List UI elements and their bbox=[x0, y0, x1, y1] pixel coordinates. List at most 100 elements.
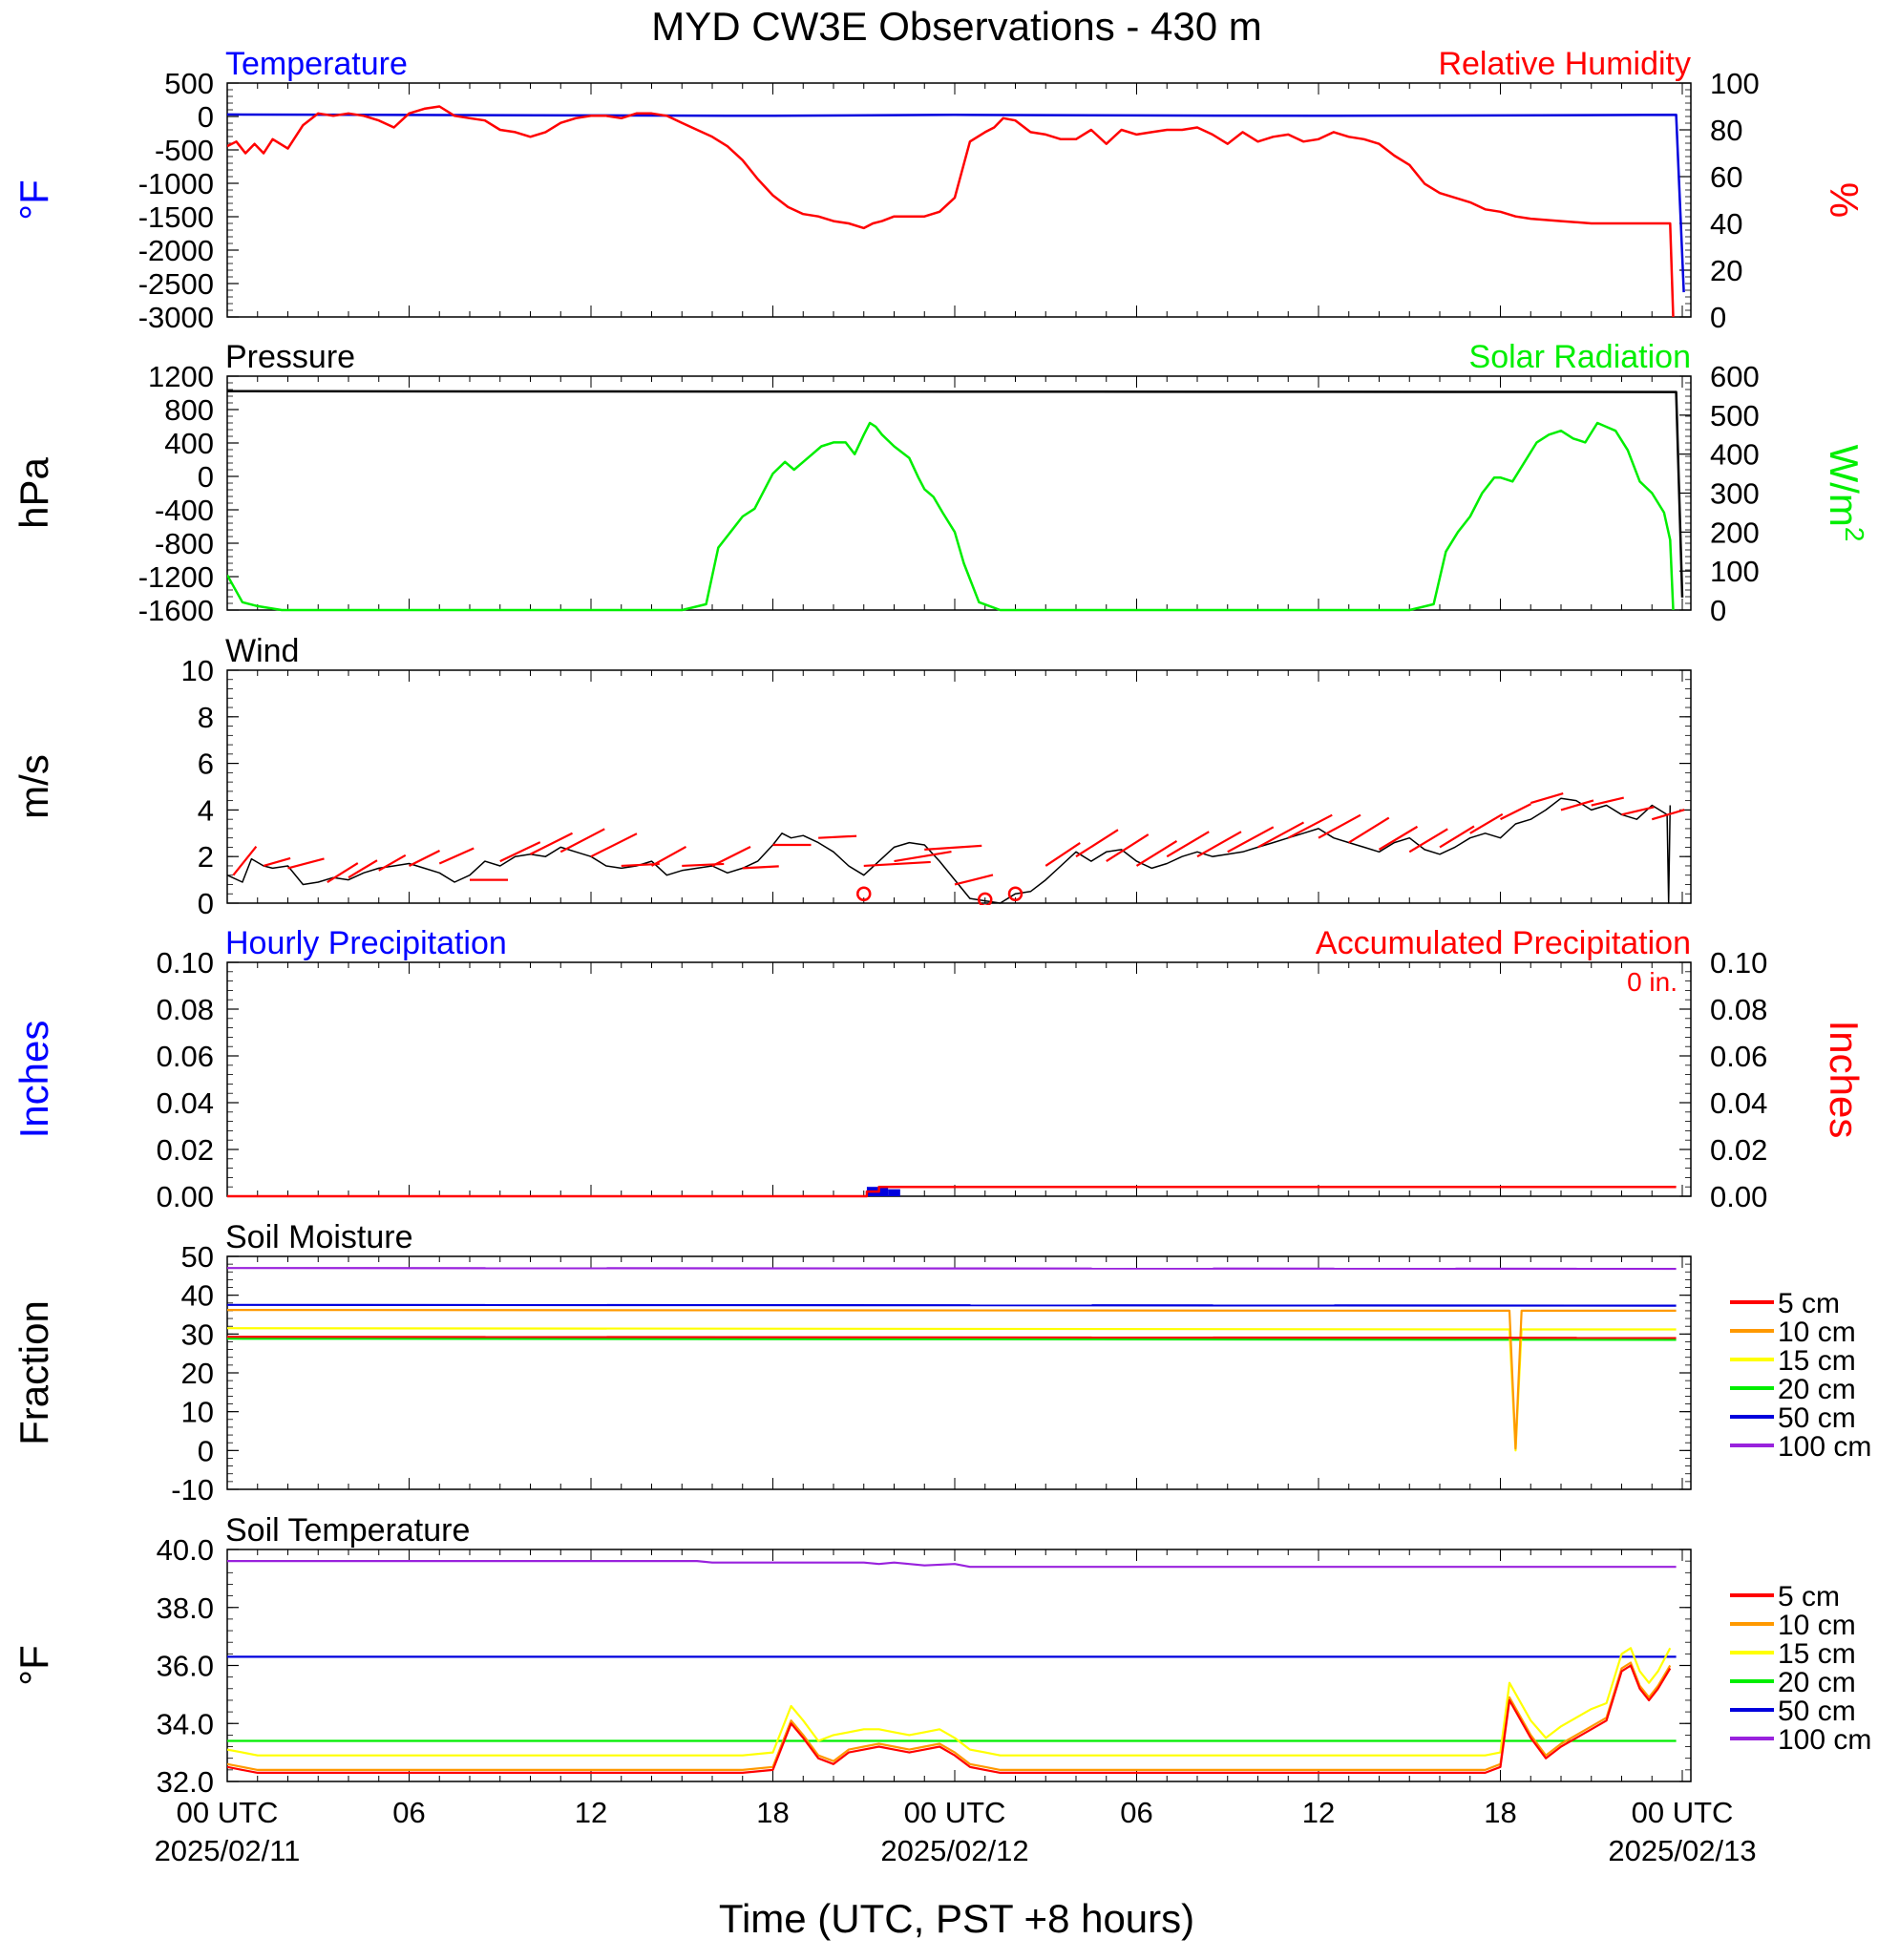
calm-wind-marker bbox=[1007, 886, 1023, 901]
wind-barb bbox=[1469, 812, 1504, 834]
wind-barb bbox=[1256, 821, 1305, 849]
wind-barb bbox=[559, 828, 605, 854]
x-axis-label: Time (UTC, PST +8 hours) bbox=[719, 1896, 1194, 1941]
y-tick-label-left: 8 bbox=[198, 701, 214, 734]
y-axis-label-left: °F bbox=[11, 179, 56, 220]
wind-barb bbox=[954, 874, 994, 886]
y-tick-label-left: -2000 bbox=[138, 234, 214, 267]
panel-wind: 10 8 6 4 2 0 Wind m/s bbox=[11, 633, 1692, 920]
series-line-100-cm bbox=[227, 1559, 1677, 1569]
y-tick-label-right: 60 bbox=[1710, 160, 1742, 194]
x-date-label: 2025/02/12 bbox=[880, 1834, 1028, 1867]
wind-barb bbox=[894, 850, 952, 863]
wind-barb bbox=[1348, 816, 1390, 844]
legend-label: 15 cm bbox=[1778, 1345, 1856, 1377]
y-tick-label-right: 0.08 bbox=[1710, 993, 1767, 1026]
wind-barb bbox=[1439, 825, 1475, 849]
y-tick-label-left: 30 bbox=[181, 1317, 214, 1351]
legend-label: 50 cm bbox=[1778, 1402, 1856, 1434]
y-tick-label-left: 34.0 bbox=[157, 1707, 214, 1740]
y-tick-label-left: 38.0 bbox=[157, 1591, 214, 1625]
y-axis-label-right-text: Inches bbox=[1822, 1021, 1867, 1139]
wind-barb bbox=[1500, 803, 1531, 821]
wind-barb bbox=[863, 860, 931, 868]
y-tick-label-right: 0.00 bbox=[1710, 1180, 1767, 1213]
panel-soil_temp: 40.0 38.0 36.0 34.0 32.0 Soil Temperature °F bbox=[11, 1512, 1692, 1799]
x-tick-label: 18 bbox=[756, 1796, 789, 1829]
wind-barb bbox=[1408, 828, 1448, 854]
x-tick-label: 12 bbox=[575, 1796, 607, 1829]
y-axis-label-right: % bbox=[1822, 182, 1867, 218]
y-tick-label-right: 400 bbox=[1710, 438, 1760, 472]
y-tick-label-left: 0 bbox=[198, 1434, 214, 1467]
x-tick-label: 00 UTC bbox=[1632, 1796, 1734, 1829]
x-tick-label: 00 UTC bbox=[177, 1796, 279, 1829]
x-tick-label: 18 bbox=[1484, 1796, 1516, 1829]
wind-barb bbox=[650, 845, 687, 867]
y-tick-label-left: -1500 bbox=[138, 200, 214, 234]
wind-barb bbox=[1227, 826, 1275, 854]
panel-title-left: Hourly Precipitation bbox=[225, 925, 507, 961]
data-layer bbox=[227, 1185, 1677, 1198]
wind-barb bbox=[1651, 809, 1685, 821]
legend-label: 50 cm bbox=[1778, 1696, 1856, 1727]
y-tick-label-left: -2500 bbox=[138, 267, 214, 301]
wind-barb bbox=[263, 856, 291, 868]
y-tick-label-left: 36.0 bbox=[157, 1650, 214, 1683]
wind-barb bbox=[499, 841, 541, 863]
panel-temp_rh: 5000-500-1000-1500-2000-2500-30001008060… bbox=[11, 46, 1867, 334]
data-layer bbox=[227, 390, 1684, 612]
y-tick-label-left: 50 bbox=[181, 1240, 214, 1274]
wind-barb bbox=[1044, 842, 1081, 867]
y-tick-label-right: 0 bbox=[1710, 594, 1726, 627]
wind-barb bbox=[438, 847, 475, 865]
y-tick-label-left: 0.08 bbox=[157, 993, 214, 1026]
series-line-15-cm bbox=[227, 1327, 1677, 1452]
y-axis-label-left: °F bbox=[11, 1645, 56, 1685]
x-tick-label: 06 bbox=[392, 1796, 425, 1829]
y-axis-label-right-text: % bbox=[1822, 182, 1867, 218]
wind-barb bbox=[1621, 806, 1655, 816]
x-tick-label: 00 UTC bbox=[904, 1796, 1006, 1829]
legend-label: 10 cm bbox=[1778, 1610, 1856, 1641]
y-tick-label-left: 0.06 bbox=[157, 1040, 214, 1073]
y-tick-label-left: -3000 bbox=[138, 301, 214, 334]
wind-barb bbox=[590, 832, 638, 858]
legend-label: 20 cm bbox=[1778, 1374, 1856, 1405]
wind-barb bbox=[742, 865, 779, 870]
data-layer bbox=[227, 1267, 1677, 1452]
legend-label: 100 cm bbox=[1778, 1431, 1871, 1463]
wind-barb bbox=[711, 845, 751, 867]
y-tick-label-right: 100 bbox=[1710, 555, 1760, 588]
panel-title-right: Accumulated Precipitation bbox=[1316, 925, 1691, 961]
data-layer bbox=[227, 792, 1685, 905]
y-axis-label-right: Inches bbox=[1822, 1021, 1867, 1139]
wind-barb bbox=[1560, 799, 1594, 811]
y-tick-label-left: -10 bbox=[171, 1473, 214, 1507]
panel-title-right: Relative Humidity bbox=[1438, 46, 1691, 82]
panel-frame bbox=[226, 375, 1692, 611]
x-tick-label: 12 bbox=[1302, 1796, 1335, 1829]
wind-barb bbox=[327, 862, 359, 883]
y-tick-label-left: -800 bbox=[155, 527, 214, 560]
y-tick-label-right: 20 bbox=[1710, 254, 1742, 287]
y-tick-label-right: 0.06 bbox=[1710, 1040, 1767, 1073]
y-tick-label-left: -400 bbox=[155, 494, 214, 527]
y-tick-label-left: -1000 bbox=[138, 167, 214, 200]
y-tick-label-left: 2 bbox=[198, 840, 214, 874]
wind-barb bbox=[1135, 840, 1178, 867]
y-tick-label-right: 0 bbox=[1710, 301, 1726, 334]
y-tick-label-left: 0 bbox=[198, 460, 214, 494]
y-tick-label-left: -500 bbox=[155, 134, 214, 167]
legend-label: 20 cm bbox=[1778, 1667, 1856, 1698]
series-line-20-cm bbox=[227, 1338, 1677, 1341]
wind-barb bbox=[232, 846, 258, 876]
series-line-15-cm bbox=[227, 1647, 1672, 1757]
y-tick-label-left: 4 bbox=[198, 793, 214, 827]
panel-title-left: Soil Moisture bbox=[225, 1219, 413, 1255]
panel-frame bbox=[226, 1549, 1692, 1782]
calm-wind-marker bbox=[978, 892, 993, 905]
y-tick-label-right: 0.02 bbox=[1710, 1133, 1767, 1167]
y-tick-label-left: 32.0 bbox=[157, 1765, 214, 1799]
